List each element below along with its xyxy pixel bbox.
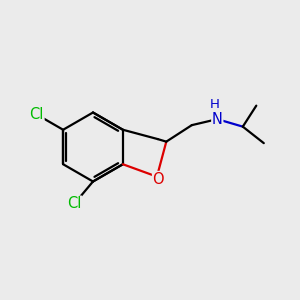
Text: Cl: Cl <box>30 107 44 122</box>
Text: H: H <box>210 98 220 111</box>
Text: O: O <box>153 172 164 187</box>
Text: Cl: Cl <box>67 196 81 211</box>
Text: N: N <box>212 112 223 127</box>
